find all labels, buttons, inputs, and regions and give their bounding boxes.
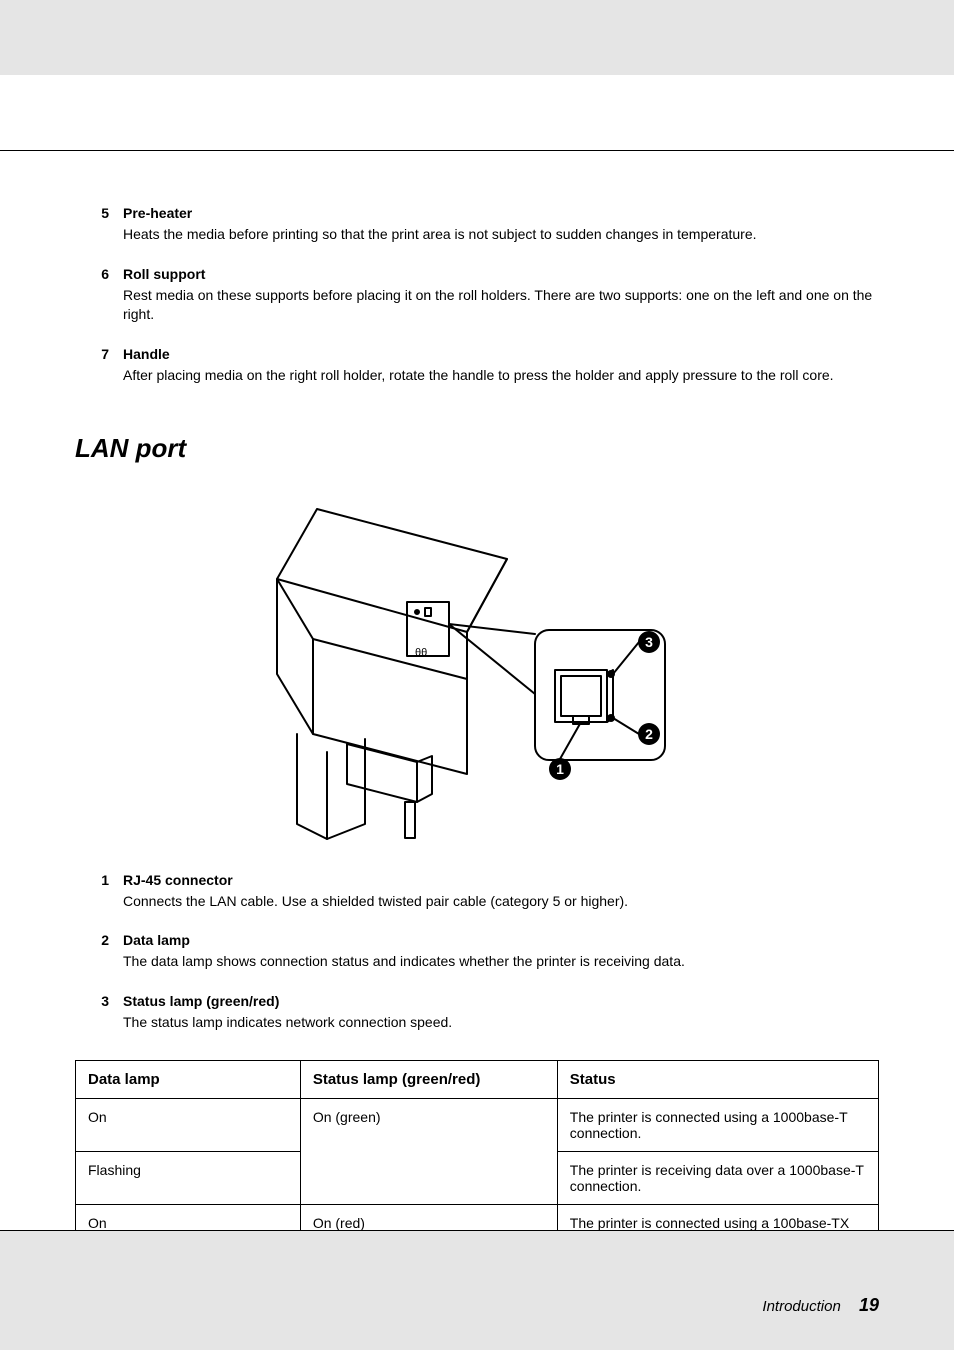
item-title: Data lamp (123, 932, 190, 948)
item-number: 6 (75, 266, 123, 282)
lan-list: 3 Status lamp (green/red) The status lam… (75, 993, 879, 1032)
footer-page-number: 19 (859, 1295, 879, 1315)
item-number: 1 (75, 872, 123, 888)
lan-port-diagram: θθ (75, 484, 879, 844)
cell-status-lamp: On (green) (300, 1099, 557, 1205)
list-item: 7 Handle (75, 346, 879, 362)
item-desc: The data lamp shows connection status an… (75, 952, 879, 971)
lan-list: 1 RJ-45 connector Connects the LAN cable… (75, 872, 879, 911)
col-data-lamp: Data lamp (76, 1061, 301, 1099)
item-number: 5 (75, 205, 123, 221)
footer-section: Introduction (762, 1298, 840, 1315)
svg-text:θθ: θθ (415, 647, 427, 659)
cell-data-lamp: Flashing (76, 1152, 301, 1205)
list-item: 1 RJ-45 connector (75, 872, 879, 888)
callout-1-label: 1 (556, 761, 564, 777)
page: 5 Pre-heater Heats the media before prin… (0, 0, 954, 1350)
item-title: Roll support (123, 266, 205, 282)
item-desc: After placing media on the right roll ho… (75, 366, 879, 385)
callout-2-label: 2 (645, 726, 653, 742)
list-item: 6 Roll support (75, 266, 879, 282)
item-number: 3 (75, 993, 123, 1009)
parts-list-top: 5 Pre-heater Heats the media before prin… (75, 205, 879, 244)
bottom-frame: Introduction 19 (0, 1230, 954, 1350)
cell-status: The printer is connected using a 1000bas… (557, 1099, 878, 1152)
list-item: 5 Pre-heater (75, 205, 879, 221)
list-item: 2 Data lamp (75, 932, 879, 948)
diagram-svg: θθ (257, 484, 697, 844)
cell-status: The printer is receiving data over a 100… (557, 1152, 878, 1205)
item-number: 2 (75, 932, 123, 948)
item-desc: Connects the LAN cable. Use a shielded t… (75, 892, 879, 911)
item-title: Handle (123, 346, 170, 362)
item-title: Status lamp (green/red) (123, 993, 279, 1009)
item-desc: Heats the media before printing so that … (75, 225, 879, 244)
col-status: Status (557, 1061, 878, 1099)
parts-list-top: 7 Handle After placing media on the righ… (75, 346, 879, 385)
table-row: On On (green) The printer is connected u… (76, 1099, 879, 1152)
list-item: 3 Status lamp (green/red) (75, 993, 879, 1009)
item-title: RJ-45 connector (123, 872, 233, 888)
top-rule (0, 150, 954, 151)
item-desc: The status lamp indicates network connec… (75, 1013, 879, 1032)
table-header-row: Data lamp Status lamp (green/red) Status (76, 1061, 879, 1099)
callout-3-label: 3 (645, 634, 653, 650)
page-footer: Introduction 19 (762, 1295, 879, 1316)
item-desc: Rest media on these supports before plac… (75, 286, 879, 324)
col-status-lamp: Status lamp (green/red) (300, 1061, 557, 1099)
cell-data-lamp: On (76, 1099, 301, 1152)
content-area: 5 Pre-heater Heats the media before prin… (75, 150, 879, 1311)
item-number: 7 (75, 346, 123, 362)
lan-list: 2 Data lamp The data lamp shows connecti… (75, 932, 879, 971)
parts-list-top: 6 Roll support Rest media on these suppo… (75, 266, 879, 324)
item-title: Pre-heater (123, 205, 192, 221)
section-heading: LAN port (75, 433, 879, 464)
